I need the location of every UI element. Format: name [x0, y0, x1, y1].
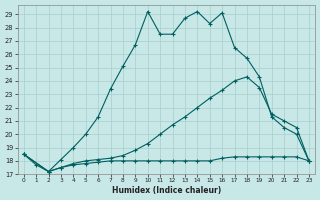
X-axis label: Humidex (Indice chaleur): Humidex (Indice chaleur)	[112, 186, 221, 195]
